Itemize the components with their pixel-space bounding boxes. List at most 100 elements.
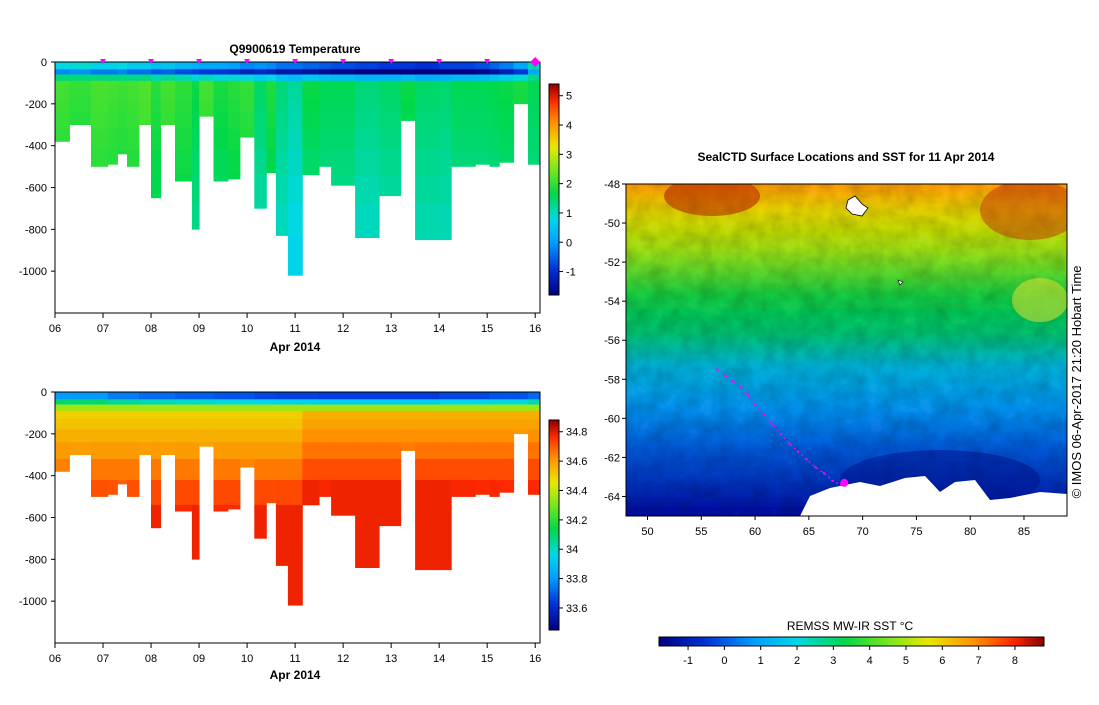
- salinity-cell: [379, 429, 402, 443]
- temperature-cell: [55, 74, 70, 82]
- temperature-cell: [160, 74, 176, 82]
- temperature-cell: [227, 89, 241, 100]
- temperature-cell: [139, 112, 152, 125]
- temperature-cell: [475, 69, 491, 75]
- temperature-cell: [331, 74, 356, 82]
- sst-colorbar-tick-label: 7: [976, 655, 982, 667]
- lat-tick-label: -48: [604, 179, 620, 191]
- salinity-cell: [213, 504, 229, 512]
- salinity-cell: [302, 392, 320, 396]
- temperature-cell: [415, 149, 440, 176]
- temperature-cell: [439, 128, 452, 151]
- salinity-cell: [319, 458, 332, 481]
- salinity-cell: [275, 404, 289, 412]
- temperature-cell: [439, 65, 452, 70]
- salinity-cell: [379, 419, 402, 430]
- temperature-cell: [266, 65, 277, 70]
- temperature-cell: [379, 62, 402, 66]
- salinity-cell: [91, 410, 109, 420]
- temperature-cell: [475, 65, 491, 70]
- salinity-cell: [528, 479, 539, 495]
- temperature-cell: [415, 69, 440, 75]
- temperature-cell: [302, 62, 320, 66]
- temperature-cell: [69, 62, 92, 66]
- salinity-cell: [439, 479, 452, 506]
- salinity-cell: [91, 399, 109, 405]
- salinity-cell: [254, 429, 267, 443]
- colorbar-tick-label: -1: [566, 267, 576, 279]
- temperature-cell: [275, 69, 289, 75]
- temperature-cell: [439, 80, 452, 90]
- salinity-cell: [127, 395, 140, 400]
- salinity-cell: [107, 419, 118, 430]
- salinity-cell: [451, 419, 476, 430]
- salinity-cell: [451, 410, 476, 420]
- temperature-cell: [127, 99, 140, 113]
- salinity-cell: [254, 410, 267, 420]
- temperature-cell: [331, 65, 356, 70]
- x-tick-label: 06: [49, 323, 61, 335]
- salinity-cell: [331, 404, 356, 412]
- salinity-cell: [127, 458, 140, 481]
- salinity-cell: [287, 534, 303, 568]
- salinity-cell: [227, 504, 241, 510]
- salinity-cell: [499, 399, 515, 405]
- map-longitude-axis: 50 55 60 65 70 75 80 85: [641, 516, 1030, 538]
- salinity-cell: [275, 429, 289, 443]
- salinity-cell: [415, 504, 440, 535]
- salinity-cell: [287, 399, 303, 405]
- colorbar-tick-label: 4: [566, 120, 572, 132]
- y-tick-label: 0: [41, 57, 47, 69]
- temperature-cell: [275, 89, 289, 100]
- temperature-cell: [287, 112, 303, 130]
- salinity-cell: [528, 429, 539, 443]
- salinity-cell: [489, 392, 500, 396]
- salinity-x-axis-title: Apr 2014: [270, 668, 321, 682]
- salinity-cell: [151, 458, 162, 481]
- temperature-cell: [513, 80, 529, 90]
- salinity-cell: [227, 429, 241, 443]
- temperature-cell: [266, 89, 277, 100]
- sst-colorbar-tick-label: 3: [830, 655, 836, 667]
- temperature-cell: [528, 128, 539, 151]
- lon-tick-label: 85: [1018, 526, 1030, 538]
- temperature-cell: [151, 174, 162, 199]
- temperature-cell: [537, 99, 540, 113]
- salinity-cell: [537, 419, 540, 430]
- sst-colorbar-ticks: -1 0 1 2 3 4 5 6 7 8: [683, 646, 1018, 667]
- temperature-cell: [528, 65, 539, 70]
- x-tick-label: 12: [337, 653, 349, 665]
- salinity-cell: [513, 399, 529, 405]
- temperature-cell: [160, 89, 176, 100]
- salinity-cell: [415, 429, 440, 443]
- temperature-cell: [537, 149, 540, 165]
- salinity-cell: [55, 404, 70, 412]
- temperature-cell: [227, 65, 241, 70]
- salinity-cell: [254, 458, 267, 481]
- salinity-cell: [355, 410, 380, 420]
- temperature-cell: [117, 80, 128, 90]
- salinity-cell: [266, 419, 277, 430]
- sst-field: [626, 184, 1067, 516]
- temperature-cell: [287, 237, 303, 276]
- salinity-cell: [199, 399, 214, 405]
- temperature-cell: [400, 89, 416, 100]
- salinity-cell: [213, 442, 229, 460]
- salinity-cell: [175, 504, 193, 512]
- temperature-cell: [175, 62, 193, 66]
- seal-track-point: [788, 442, 791, 445]
- seal-track-point: [822, 471, 826, 475]
- temperature-cell: [319, 80, 332, 90]
- temperature-cell: [439, 89, 452, 100]
- salinity-cell: [275, 479, 289, 506]
- x-tick-label: 11: [289, 323, 300, 335]
- temperature-cell: [275, 62, 289, 66]
- salinity-cell: [254, 479, 267, 506]
- salinity-cell: [331, 392, 356, 396]
- salinity-cell: [319, 392, 332, 396]
- temperature-cell: [331, 99, 356, 113]
- temperature-cell: [160, 80, 176, 90]
- temperature-cell: [266, 99, 277, 113]
- salinity-cell: [499, 392, 515, 396]
